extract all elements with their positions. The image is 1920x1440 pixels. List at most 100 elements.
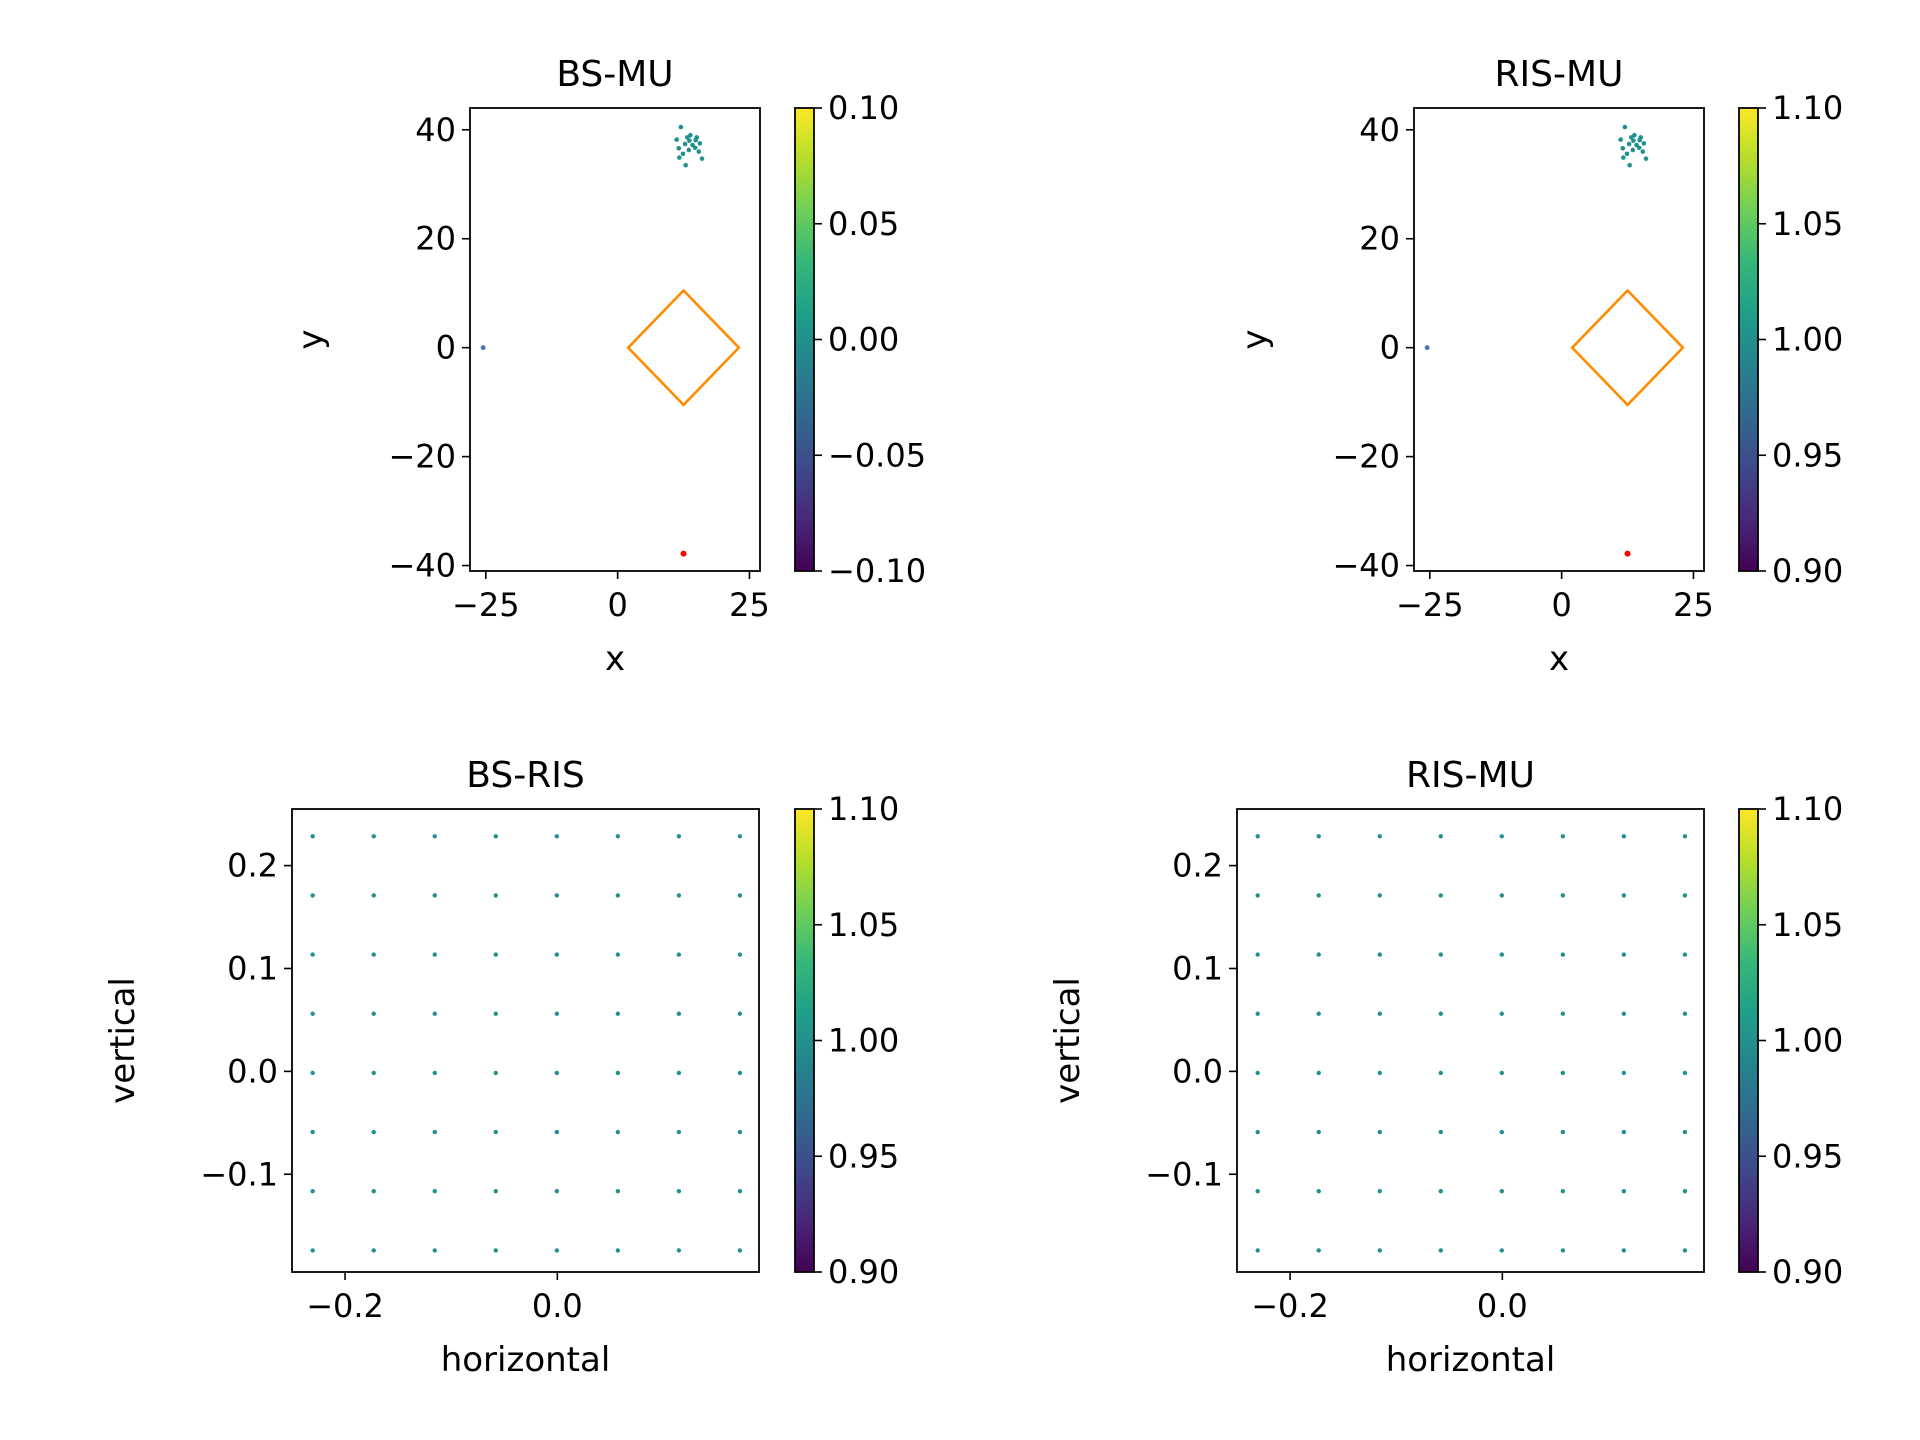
y-tick-label: −0.1 (200, 1155, 278, 1193)
y-tick-label: 0.2 (227, 847, 278, 885)
ris-element-point (1316, 1248, 1321, 1253)
ris-element-point (1560, 834, 1566, 839)
user-point (697, 141, 703, 146)
ris-element-point (554, 1011, 560, 1016)
ris-element-point (1621, 893, 1627, 898)
x-tick-label: 0.0 (532, 1287, 583, 1325)
user-point (676, 146, 682, 151)
y-tick-label: −40 (1332, 547, 1400, 585)
x-tick-label: −0.2 (1251, 1287, 1329, 1325)
x-axis-label: horizontal (1386, 1340, 1556, 1380)
bs-point (480, 345, 486, 351)
colorbar-tick-label: 1.05 (1772, 906, 1843, 944)
ris-element-point (1438, 952, 1443, 957)
subplot-2: −25 0 25 −40 −20 0 20 40 RIS-MU x y 0.90 0.95 1.00 1.0… (1235, 54, 1843, 679)
subplot-1: −25 0 25 −40 −20 0 20 40 BS-MU x y −0.10 −0.05 0.00 0.… (291, 54, 926, 679)
ris-element-point (1316, 1129, 1321, 1135)
ris-element-point (493, 1248, 498, 1253)
ris-element-point (1255, 834, 1260, 839)
ris-element-point (615, 834, 621, 839)
ris-element-point (310, 1129, 315, 1135)
user-point (1628, 135, 1634, 140)
ris-element-point (554, 1248, 560, 1253)
colorbar-tick-label: 0.90 (828, 1253, 899, 1291)
ris-element-point (1499, 1129, 1505, 1135)
ris-element-point (676, 893, 682, 898)
ris-element-point (1438, 1129, 1443, 1135)
ris-element-point (1621, 1129, 1627, 1135)
ris-element-point (1682, 1189, 1688, 1194)
user-point (1621, 155, 1626, 160)
y-tick-label: 40 (1359, 111, 1400, 149)
user-point (1618, 137, 1623, 142)
ris-element-point (1377, 893, 1382, 898)
user-point (1636, 145, 1642, 151)
axes-frame (1236, 808, 1705, 1273)
ris-element-point (371, 1248, 376, 1253)
x-axis-label: x (605, 639, 625, 679)
x-tick-label: 25 (1673, 586, 1714, 624)
ris-area-diamond (1570, 288, 1685, 407)
ris-element-point (432, 893, 437, 898)
ris-element-point (1377, 1129, 1382, 1135)
ris-element-point (676, 1011, 682, 1016)
ris-element-point (737, 1248, 743, 1253)
ris-element-point (310, 1248, 315, 1253)
ris-element-point (1682, 952, 1688, 957)
user-point (683, 162, 688, 168)
colorbar-gradient (794, 107, 815, 572)
colorbar-tick-label: 1.00 (1772, 321, 1843, 359)
user-point (1627, 162, 1632, 168)
ris-element-point (432, 834, 437, 839)
x-tick-label: 0 (1551, 586, 1571, 624)
ris-element-point (1499, 1248, 1505, 1253)
ris-element-point (1255, 1129, 1260, 1135)
ris-element-point (1560, 1070, 1566, 1076)
ris-element-point (1438, 1248, 1443, 1253)
ris-element-point (493, 1070, 498, 1076)
y-tick-label: −40 (388, 547, 456, 585)
y-tick-label: 0.0 (227, 1052, 278, 1090)
user-point (699, 156, 705, 161)
colorbar-tick-label: −0.10 (828, 552, 926, 590)
ris-element-point (310, 1011, 315, 1016)
user-point (680, 151, 686, 157)
x-tick-label: 25 (729, 586, 770, 624)
user-point (1641, 141, 1647, 146)
ris-element-point (1255, 1189, 1260, 1194)
colorbar-tick-label: 0.95 (1772, 436, 1843, 474)
colorbar-tick-label: 1.00 (1772, 1022, 1843, 1060)
y-tick-label: 20 (415, 220, 456, 258)
ris-element-point (737, 1011, 743, 1016)
colorbar-tick-label: 0.95 (1772, 1137, 1843, 1175)
ris-element-point (1438, 1070, 1443, 1076)
user-point (696, 149, 702, 154)
ris-element-point (371, 1011, 376, 1016)
ris-element-point (676, 1189, 682, 1194)
ris-element-point (554, 1070, 560, 1076)
axes-frame (469, 107, 761, 572)
ris-element-point (676, 1129, 682, 1135)
user-point (677, 155, 682, 160)
colorbar-gradient (1738, 808, 1759, 1273)
colorbar: 0.90 0.95 1.00 1.05 1.10 (1738, 89, 1843, 590)
ris-element-point (554, 893, 560, 898)
ris-element-point (1438, 893, 1443, 898)
user-point (678, 124, 684, 130)
ris-element-point (1438, 1011, 1443, 1016)
ris-element-point (1499, 952, 1505, 957)
ris-element-point (1316, 834, 1321, 839)
ris-element-point (1377, 1011, 1382, 1016)
ris-element-point (1499, 1011, 1505, 1016)
colorbar-tick-label: 1.05 (1772, 205, 1843, 243)
ris-element-point (310, 1189, 315, 1194)
ris-element-point (1255, 1248, 1260, 1253)
ris-element-point (432, 1011, 437, 1016)
ris-element-point (371, 893, 376, 898)
ris-element-point (554, 1129, 560, 1135)
user-point (1622, 124, 1628, 130)
ris-element-point (676, 952, 682, 957)
user-point (1624, 151, 1630, 157)
colorbar: −0.10 −0.05 0.00 0.05 0.10 (794, 89, 926, 590)
